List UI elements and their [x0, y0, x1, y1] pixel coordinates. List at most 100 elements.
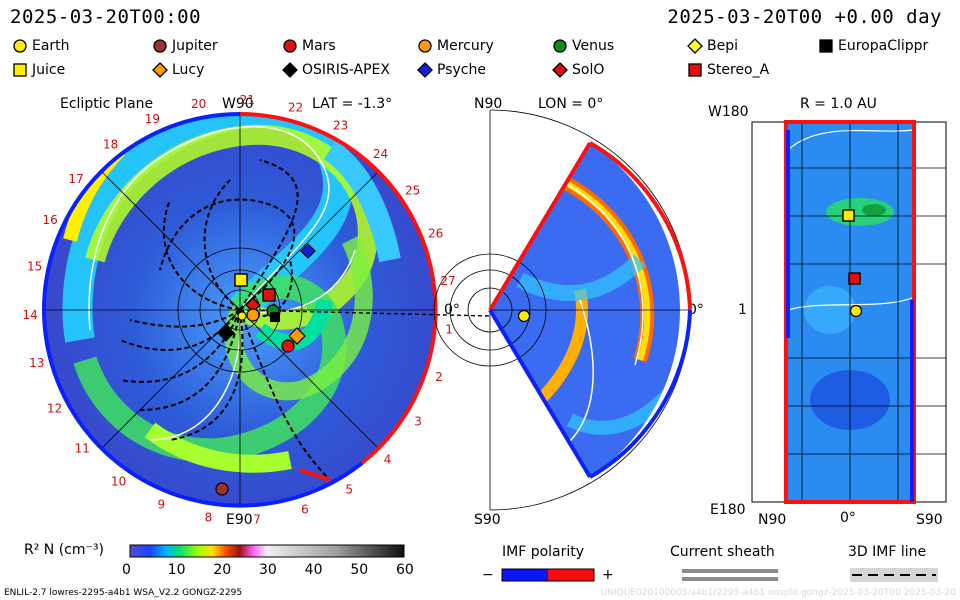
juice-marker	[234, 273, 248, 287]
diamond-icon	[417, 62, 433, 78]
circle-icon	[153, 39, 167, 53]
meridional-right-label: 0°	[688, 302, 704, 318]
colorbar-label: R² N (cm⁻³)	[24, 542, 104, 558]
legend-label: Juice	[32, 62, 66, 78]
ecliptic-tick-label: 1	[445, 323, 453, 337]
density-spirals	[62, 114, 401, 481]
legend-item-osiris-apex: OSIRIS-APEX	[282, 62, 390, 78]
ecliptic-tick-label: 24	[373, 147, 388, 161]
model-footer: ENLIL-2.7 lowres-2295-a4b1 WSA_V2.2 GONG…	[4, 588, 243, 598]
current-sheath-swatch	[682, 569, 778, 581]
ecliptic-tick-label: 22	[288, 101, 303, 115]
latitude-label: LAT = -1.3°	[312, 96, 393, 112]
ecliptic-tick-label: 18	[103, 138, 118, 152]
colorbar-tick: 30	[259, 562, 277, 578]
ecliptic-tick-label: 10	[111, 474, 126, 488]
ecliptic-tick-label: 7	[253, 512, 261, 526]
legend-label: Lucy	[172, 62, 205, 78]
imf-minus-label: −	[482, 567, 494, 583]
sphere-bottom-label: E180	[710, 502, 746, 518]
ecliptic-tick-label: 23	[333, 119, 348, 133]
legend-item-mars: Mars	[282, 38, 336, 54]
current-sheath-label: Current sheath	[670, 544, 775, 560]
ecliptic-tick-label: 15	[27, 259, 42, 273]
ecliptic-plane-plot	[42, 112, 491, 508]
ecliptic-tick-label: 19	[145, 112, 160, 126]
sphere-map-plot	[751, 120, 947, 504]
sphere-stereo-marker	[848, 272, 861, 285]
radius-label: R = 1.0 AU	[800, 96, 877, 112]
density-colorbar	[129, 544, 405, 558]
legend-item-earth: Earth	[12, 38, 70, 54]
square-icon	[688, 63, 702, 77]
forecast-time-title: 2025-03-20T00 +0.00 day	[667, 6, 942, 28]
osiris-apex-marker	[217, 324, 235, 342]
ecliptic-tick-label: 21	[240, 93, 255, 107]
ecliptic-tick-label: 3	[414, 414, 422, 428]
earth-marker	[237, 311, 247, 321]
imf-polarity-label: IMF polarity	[502, 544, 585, 560]
square-icon	[13, 63, 27, 77]
legend-label: Stereo_A	[707, 62, 770, 78]
body-legend: Earth Jupiter Mars Mercury Venus Bepi EuropaCl…	[12, 38, 952, 84]
diamond-icon	[687, 38, 703, 54]
sphere-earth-marker	[849, 304, 863, 318]
jupiter-marker	[215, 482, 229, 496]
ecliptic-tick-label: 14	[22, 308, 37, 322]
diamond-icon	[282, 62, 298, 78]
mercury-marker	[246, 308, 260, 322]
legend-item-stereo-a: Stereo_A	[687, 62, 769, 78]
legend-label: EuropaClippr	[838, 38, 929, 54]
ecliptic-tick-label: 25	[405, 184, 420, 198]
colorbar-tick: 40	[304, 562, 323, 578]
sphere-x-mid: 0°	[840, 510, 856, 526]
mars-marker	[281, 339, 295, 353]
meridional-top-label: N90	[474, 96, 503, 112]
stereo-a-marker	[262, 288, 276, 302]
ecliptic-tick-label: 6	[301, 503, 309, 517]
ecliptic-tick-label: 5	[345, 482, 353, 496]
longitude-label: LON = 0°	[538, 96, 604, 112]
run-id-footer: UNIQUE020100005/a4b1/2295-a4b1 nosplit g…	[600, 588, 956, 598]
sphere-mid-label: 1	[738, 302, 747, 318]
lucy-marker	[288, 327, 306, 345]
ecliptic-tick-label: 12	[47, 402, 62, 416]
colorbar-tick: 0	[122, 562, 131, 578]
legend-item-lucy: Lucy	[152, 62, 204, 78]
colorbar-tick: 60	[396, 562, 414, 578]
legend-label: SolO	[572, 62, 605, 78]
sphere-x-right: S90	[916, 512, 943, 528]
colorbar-tick: 20	[213, 562, 232, 578]
sphere-juice-marker	[842, 209, 855, 222]
ecliptic-tick-label: 20	[191, 97, 206, 111]
ecliptic-bottom-label: E90	[226, 512, 253, 528]
circle-icon	[13, 39, 27, 53]
ecliptic-body-markers	[215, 243, 316, 496]
legend-label: Bepi	[707, 38, 738, 54]
ecliptic-tick-label: 9	[157, 498, 165, 512]
sphere-x-left: N90	[758, 512, 787, 528]
ecliptic-tick-label: 2	[435, 370, 443, 384]
square-icon	[819, 39, 833, 53]
legend-item-bepi: Bepi	[687, 38, 738, 54]
legend-label: Earth	[32, 38, 70, 54]
legend-label: Venus	[572, 38, 615, 54]
europa-clipper-marker	[270, 312, 280, 322]
ecliptic-tick-label: 13	[29, 356, 44, 370]
psyche-marker	[300, 243, 316, 259]
colorbar-tick: 10	[167, 562, 186, 578]
legend-item-jupiter: Jupiter	[152, 38, 218, 54]
ecliptic-tick-label: 11	[75, 442, 90, 456]
diamond-icon	[552, 62, 568, 78]
imf-plus-label: +	[602, 567, 614, 583]
imf-polarity-bar	[501, 568, 595, 582]
diamond-icon	[152, 62, 168, 78]
ecliptic-tick-label: 17	[68, 172, 83, 186]
legend-item-venus: Venus	[552, 38, 614, 54]
legend-label: Psyche	[437, 62, 486, 78]
circle-icon	[553, 39, 567, 53]
colorbar-tick: 50	[350, 562, 369, 578]
circle-icon	[418, 39, 432, 53]
run-time-title: 2025-03-20T00:00	[10, 6, 202, 28]
